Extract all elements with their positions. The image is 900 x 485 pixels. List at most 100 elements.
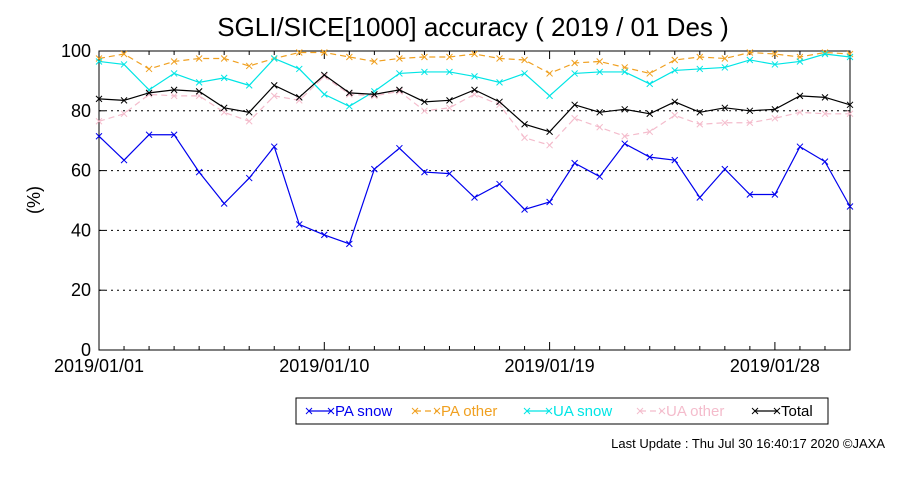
data-point-ua-other [320,73,328,80]
marker-stroke [245,82,253,89]
marker-stroke [545,407,553,415]
data-point-total [421,98,428,106]
data-point-pa-other [145,65,153,73]
data-point-pa-snow [621,140,629,148]
data-point-pa-other [571,59,578,67]
marker-stroke [746,107,754,115]
marker-stroke [621,132,629,140]
data-point-pa-snow [521,206,528,213]
data-point-pa-snow [596,173,604,180]
y-tick-label-20: 20 [71,280,91,300]
marker-stroke [421,168,428,176]
data-point-ua-snow [646,80,654,88]
marker-stroke [170,131,178,139]
data-point-ua-other [295,96,303,104]
data-point-ua-snow [295,65,303,73]
marker-stroke [120,156,128,164]
marker-stroke [671,67,679,74]
data-point-total [145,89,153,97]
legend-marker [636,407,644,415]
marker-stroke [371,58,378,65]
series-pa-snow [95,131,854,248]
y-tick-label-0: 0 [81,340,91,360]
marker-stroke [796,58,804,65]
data-point-ua-snow [496,79,503,86]
data-point-ua-snow [696,65,704,73]
marker-stroke [646,70,654,77]
data-point-pa-snow [671,156,679,164]
marker-stroke [120,50,128,58]
marker-stroke [546,128,553,136]
marker-stroke [771,61,779,68]
marker-stroke [821,158,829,165]
marker-stroke [320,49,328,56]
marker-stroke [295,221,303,228]
data-point-ua-snow [671,67,679,74]
data-point-pa-snow [571,159,578,167]
data-point-pa-other [170,58,178,65]
legend-item-total: Total [751,403,813,420]
data-point-ua-snow [546,92,553,100]
legend-item-pa-snow: PA snow [305,403,392,420]
data-point-pa-snow [821,158,829,165]
marker-stroke [846,110,854,118]
data-point-pa-other [421,53,428,61]
marker-stroke [170,92,178,100]
legend-item-pa-other: PA other [411,403,497,420]
marker-stroke [421,53,428,61]
data-point-pa-other [746,49,754,56]
marker-stroke [521,70,528,77]
marker-stroke [796,92,804,100]
legend-marker [773,407,781,415]
data-point-pa-other [446,53,453,61]
marker-stroke [421,68,428,76]
marker-stroke [521,206,528,213]
data-point-total [746,107,754,115]
marker-stroke [95,55,103,62]
marker-stroke [245,62,253,70]
marker-stroke [371,165,378,173]
data-point-pa-other [195,55,203,62]
data-point-total [521,120,528,128]
marker-stroke [671,156,679,164]
marker-stroke [327,407,335,415]
marker-stroke [471,86,478,94]
data-point-pa-snow [746,191,754,198]
data-point-ua-other [771,114,779,122]
data-point-ua-other [721,119,729,127]
data-point-pa-snow [796,143,804,151]
marker-stroke [721,165,729,173]
marker-stroke [621,140,629,148]
legend-marker [658,407,666,415]
data-point-ua-other [120,110,128,118]
marker-stroke [396,86,403,94]
marker-stroke [295,49,303,56]
data-point-pa-snow [421,168,428,176]
data-point-pa-snow [345,240,353,248]
data-point-total [796,92,804,100]
data-point-pa-snow [170,131,178,139]
marker-stroke [245,117,253,125]
marker-stroke [671,98,679,106]
data-point-ua-other [696,120,704,128]
marker-stroke [746,56,754,64]
marker-stroke [721,119,729,127]
data-point-pa-other [496,55,503,62]
data-point-ua-other [746,119,754,127]
marker-stroke [371,91,378,98]
legend-label-ua-snow: UA snow [553,403,612,420]
marker-stroke [846,203,854,210]
marker-stroke [796,108,804,116]
marker-stroke [471,73,478,80]
marker-stroke [846,101,854,109]
data-point-total [446,96,453,104]
marker-stroke [496,98,503,106]
marker-stroke [295,96,303,104]
series-ua-other [95,73,854,149]
data-point-pa-other [771,50,779,58]
data-point-total [396,86,403,94]
data-point-total [571,101,578,109]
data-point-pa-other [320,49,328,56]
marker-stroke [596,173,604,180]
